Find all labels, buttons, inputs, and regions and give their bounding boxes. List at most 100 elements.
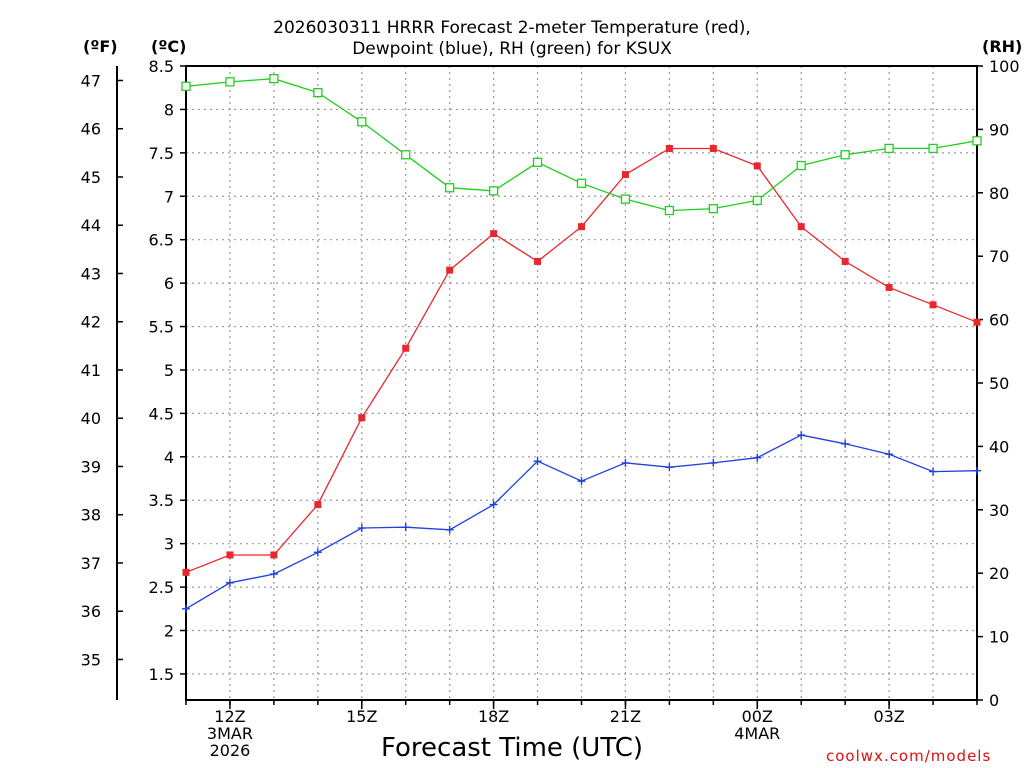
data-point: [181, 81, 191, 91]
celsius-axis-unit: (ºC): [151, 37, 187, 56]
x-axis-label: Forecast Time (UTC): [380, 733, 643, 763]
data-point: [225, 77, 235, 87]
fahrenheit-tick-label: 36: [81, 602, 101, 621]
data-point: [796, 160, 806, 171]
celsius-tick-label: 3.5: [149, 491, 174, 510]
fahrenheit-tick-label: 41: [81, 361, 101, 380]
data-point: [929, 301, 937, 309]
fahrenheit-tick-label: 43: [81, 264, 101, 283]
fahrenheit-tick-label: 45: [81, 168, 101, 187]
data-point: [446, 266, 454, 274]
rh-tick-label: 80: [989, 184, 1009, 203]
rh-tick-label: 60: [989, 311, 1009, 330]
data-point: [621, 458, 630, 467]
data-point: [576, 178, 587, 188]
data-point: [182, 568, 190, 576]
data-point: [182, 604, 190, 613]
data-point: [665, 463, 674, 472]
celsius-tick-label: 8.5: [149, 57, 174, 76]
data-point: [709, 458, 718, 467]
fahrenheit-tick-label: 47: [81, 71, 101, 90]
data-point: [490, 230, 498, 238]
data-point: [357, 117, 367, 127]
fahrenheit-tick-label: 44: [81, 216, 101, 235]
rh-tick-label: 40: [989, 437, 1009, 456]
data-point: [973, 318, 981, 326]
rh-tick-label: 10: [989, 628, 1009, 647]
data-point: [928, 143, 938, 154]
celsius-tick-label: 6: [164, 274, 174, 293]
data-point: [488, 186, 499, 196]
data-point: [313, 87, 323, 98]
data-point: [489, 500, 498, 509]
data-point: [753, 162, 761, 170]
x-tick-label: 03Z: [873, 707, 904, 726]
data-point: [841, 439, 850, 448]
celsius-tick-label: 2: [164, 622, 174, 641]
x-tick-label: 2026: [210, 741, 251, 760]
rh-tick-label: 50: [989, 374, 1009, 393]
data-point: [445, 525, 454, 534]
fahrenheit-tick-label: 42: [81, 313, 101, 332]
data-point: [269, 570, 278, 579]
celsius-tick-label: 5.5: [149, 318, 174, 337]
data-point: [797, 223, 805, 231]
fahrenheit-axis-unit: (ºF): [83, 37, 118, 56]
rh-tick-label: 0: [989, 691, 999, 710]
data-point: [313, 548, 322, 557]
data-point: [797, 431, 806, 440]
data-point: [533, 457, 542, 466]
celsius-tick-label: 6.5: [149, 231, 174, 250]
fahrenheit-tick-label: 35: [81, 650, 101, 669]
data-point: [621, 171, 629, 179]
data-point: [402, 344, 410, 352]
fahrenheit-tick-label: 40: [81, 409, 101, 428]
data-point: [401, 150, 411, 160]
data-point: [445, 183, 455, 193]
data-point: [534, 257, 542, 265]
celsius-tick-label: 8: [164, 100, 174, 119]
celsius-tick-label: 1.5: [149, 665, 174, 684]
rh-tick-label: 70: [989, 247, 1009, 266]
chart-title-line-1: 2026030311 HRRR Forecast 2-meter Tempera…: [273, 18, 751, 38]
credit-link[interactable]: coolwx.com/models: [826, 747, 992, 765]
x-tick-label: 21Z: [610, 707, 641, 726]
x-tick-label: 3MAR: [207, 724, 253, 743]
x-tick-label: 00Z: [742, 707, 773, 726]
data-point: [885, 283, 893, 291]
series-dewpoint: [182, 431, 981, 613]
rh-tick-label: 30: [989, 501, 1009, 520]
series-2-meter-temperature: [182, 145, 981, 576]
data-point: [225, 578, 234, 587]
rh-tick-label: 90: [989, 120, 1009, 139]
data-point: [226, 551, 234, 559]
celsius-tick-label: 7: [164, 187, 174, 206]
plot-frame: [185, 65, 978, 701]
series-relative-humidity: [181, 74, 982, 216]
fahrenheit-tick-label: 37: [81, 554, 101, 573]
celsius-tick-label: 3: [164, 535, 174, 554]
data-point: [973, 466, 981, 475]
data-point: [664, 205, 675, 216]
data-point: [269, 74, 279, 84]
fahrenheit-tick-label: 46: [81, 120, 101, 139]
rh-axis-unit: (RH): [982, 37, 1023, 56]
celsius-tick-label: 7.5: [149, 144, 174, 163]
data-point: [620, 194, 631, 204]
data-point: [577, 477, 586, 486]
data-point: [358, 414, 366, 422]
grid-lines: [186, 65, 977, 700]
data-point: [885, 450, 894, 459]
fahrenheit-tick-label: 39: [81, 457, 101, 476]
data-point: [929, 467, 938, 476]
fahrenheit-tick-label: 38: [81, 506, 101, 525]
celsius-tick-label: 5: [164, 361, 174, 380]
data-point: [357, 524, 366, 533]
celsius-tick-label: 4.5: [149, 404, 174, 423]
data-point: [578, 223, 585, 231]
celsius-tick-label: 4: [164, 448, 174, 467]
data-point: [532, 157, 543, 168]
data-point: [972, 136, 982, 146]
data-point: [841, 257, 849, 265]
